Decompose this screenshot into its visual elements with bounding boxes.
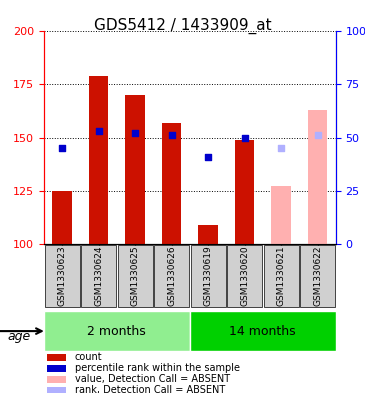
Text: 2 months: 2 months — [88, 325, 146, 338]
FancyBboxPatch shape — [45, 245, 80, 307]
Point — [315, 132, 320, 139]
Text: GDS5412 / 1433909_at: GDS5412 / 1433909_at — [94, 18, 271, 34]
Bar — [47, 376, 66, 383]
Text: GSM1330622: GSM1330622 — [313, 246, 322, 306]
Bar — [47, 354, 66, 361]
Point — [242, 134, 247, 141]
Bar — [199, 224, 218, 244]
Text: GSM1330624: GSM1330624 — [94, 246, 103, 306]
FancyBboxPatch shape — [190, 311, 336, 351]
Text: GSM1330620: GSM1330620 — [240, 246, 249, 307]
Bar — [126, 95, 145, 244]
FancyBboxPatch shape — [300, 245, 335, 307]
Point — [169, 132, 174, 139]
Text: GSM1330621: GSM1330621 — [277, 246, 285, 307]
Bar — [53, 191, 72, 244]
Bar — [47, 387, 66, 393]
Bar — [308, 110, 327, 244]
FancyBboxPatch shape — [118, 245, 153, 307]
FancyBboxPatch shape — [191, 245, 226, 307]
Point — [59, 145, 65, 151]
Text: GSM1330625: GSM1330625 — [131, 246, 139, 307]
Bar — [235, 140, 254, 244]
FancyBboxPatch shape — [264, 245, 299, 307]
FancyBboxPatch shape — [81, 245, 116, 307]
Text: GSM1330623: GSM1330623 — [58, 246, 66, 307]
FancyBboxPatch shape — [154, 245, 189, 307]
Bar — [272, 186, 291, 244]
Text: GSM1330626: GSM1330626 — [167, 246, 176, 307]
Bar — [162, 123, 181, 244]
Point — [132, 130, 138, 136]
Text: 14 months: 14 months — [230, 325, 296, 338]
Bar — [89, 76, 108, 244]
FancyBboxPatch shape — [44, 311, 190, 351]
Text: age: age — [7, 329, 31, 343]
Point — [96, 128, 101, 134]
Text: count: count — [75, 352, 103, 362]
Text: rank, Detection Call = ABSENT: rank, Detection Call = ABSENT — [75, 385, 225, 393]
Text: value, Detection Call = ABSENT: value, Detection Call = ABSENT — [75, 374, 230, 384]
Text: percentile rank within the sample: percentile rank within the sample — [75, 363, 240, 373]
FancyBboxPatch shape — [227, 245, 262, 307]
Point — [205, 154, 211, 160]
Point — [278, 145, 284, 151]
Text: GSM1330619: GSM1330619 — [204, 246, 212, 307]
Bar — [47, 365, 66, 372]
